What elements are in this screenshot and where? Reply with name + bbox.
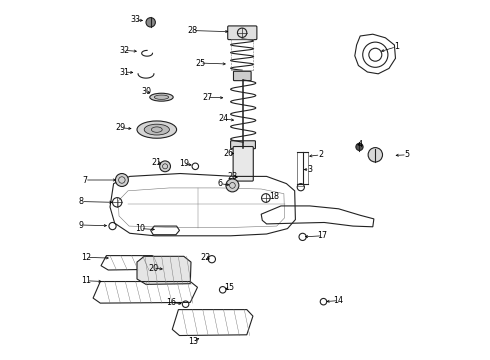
FancyBboxPatch shape [233,71,251,81]
Text: 13: 13 [188,338,198,346]
Text: 32: 32 [120,46,129,55]
Text: 7: 7 [82,176,87,185]
Ellipse shape [150,93,173,101]
Text: 28: 28 [188,26,198,35]
Text: 19: 19 [179,159,189,168]
Text: 10: 10 [136,224,146,233]
FancyBboxPatch shape [228,26,257,40]
Circle shape [368,148,383,162]
Circle shape [160,161,171,172]
Text: 8: 8 [79,197,84,206]
Text: 5: 5 [404,150,410,159]
Text: 22: 22 [200,253,211,262]
Ellipse shape [154,95,169,99]
Text: 4: 4 [358,140,363,149]
Text: 23: 23 [227,172,238,181]
Text: 17: 17 [318,231,327,240]
Circle shape [146,18,155,27]
Ellipse shape [144,124,170,135]
Text: 12: 12 [81,253,92,262]
Polygon shape [137,256,191,284]
Text: 26: 26 [224,149,234,158]
Circle shape [356,143,363,150]
Text: 21: 21 [152,158,162,166]
Text: 14: 14 [334,296,343,305]
Circle shape [226,179,239,192]
Text: 33: 33 [130,15,140,24]
Text: 3: 3 [307,165,312,174]
Text: 16: 16 [166,298,176,307]
Text: 11: 11 [82,276,92,285]
Text: 27: 27 [202,93,212,102]
Text: 2: 2 [318,150,323,159]
Text: 9: 9 [78,220,84,230]
Circle shape [116,174,128,186]
Text: 20: 20 [148,264,158,273]
Text: 15: 15 [224,284,234,292]
Text: 29: 29 [116,123,126,132]
Text: 30: 30 [141,87,151,96]
FancyBboxPatch shape [233,147,253,181]
FancyBboxPatch shape [231,141,255,149]
Text: 24: 24 [219,114,228,123]
Text: 1: 1 [393,42,399,51]
Text: 31: 31 [120,68,129,77]
Text: 18: 18 [269,192,279,201]
Text: 25: 25 [195,59,205,68]
Ellipse shape [137,121,176,138]
Text: 6: 6 [217,179,222,188]
